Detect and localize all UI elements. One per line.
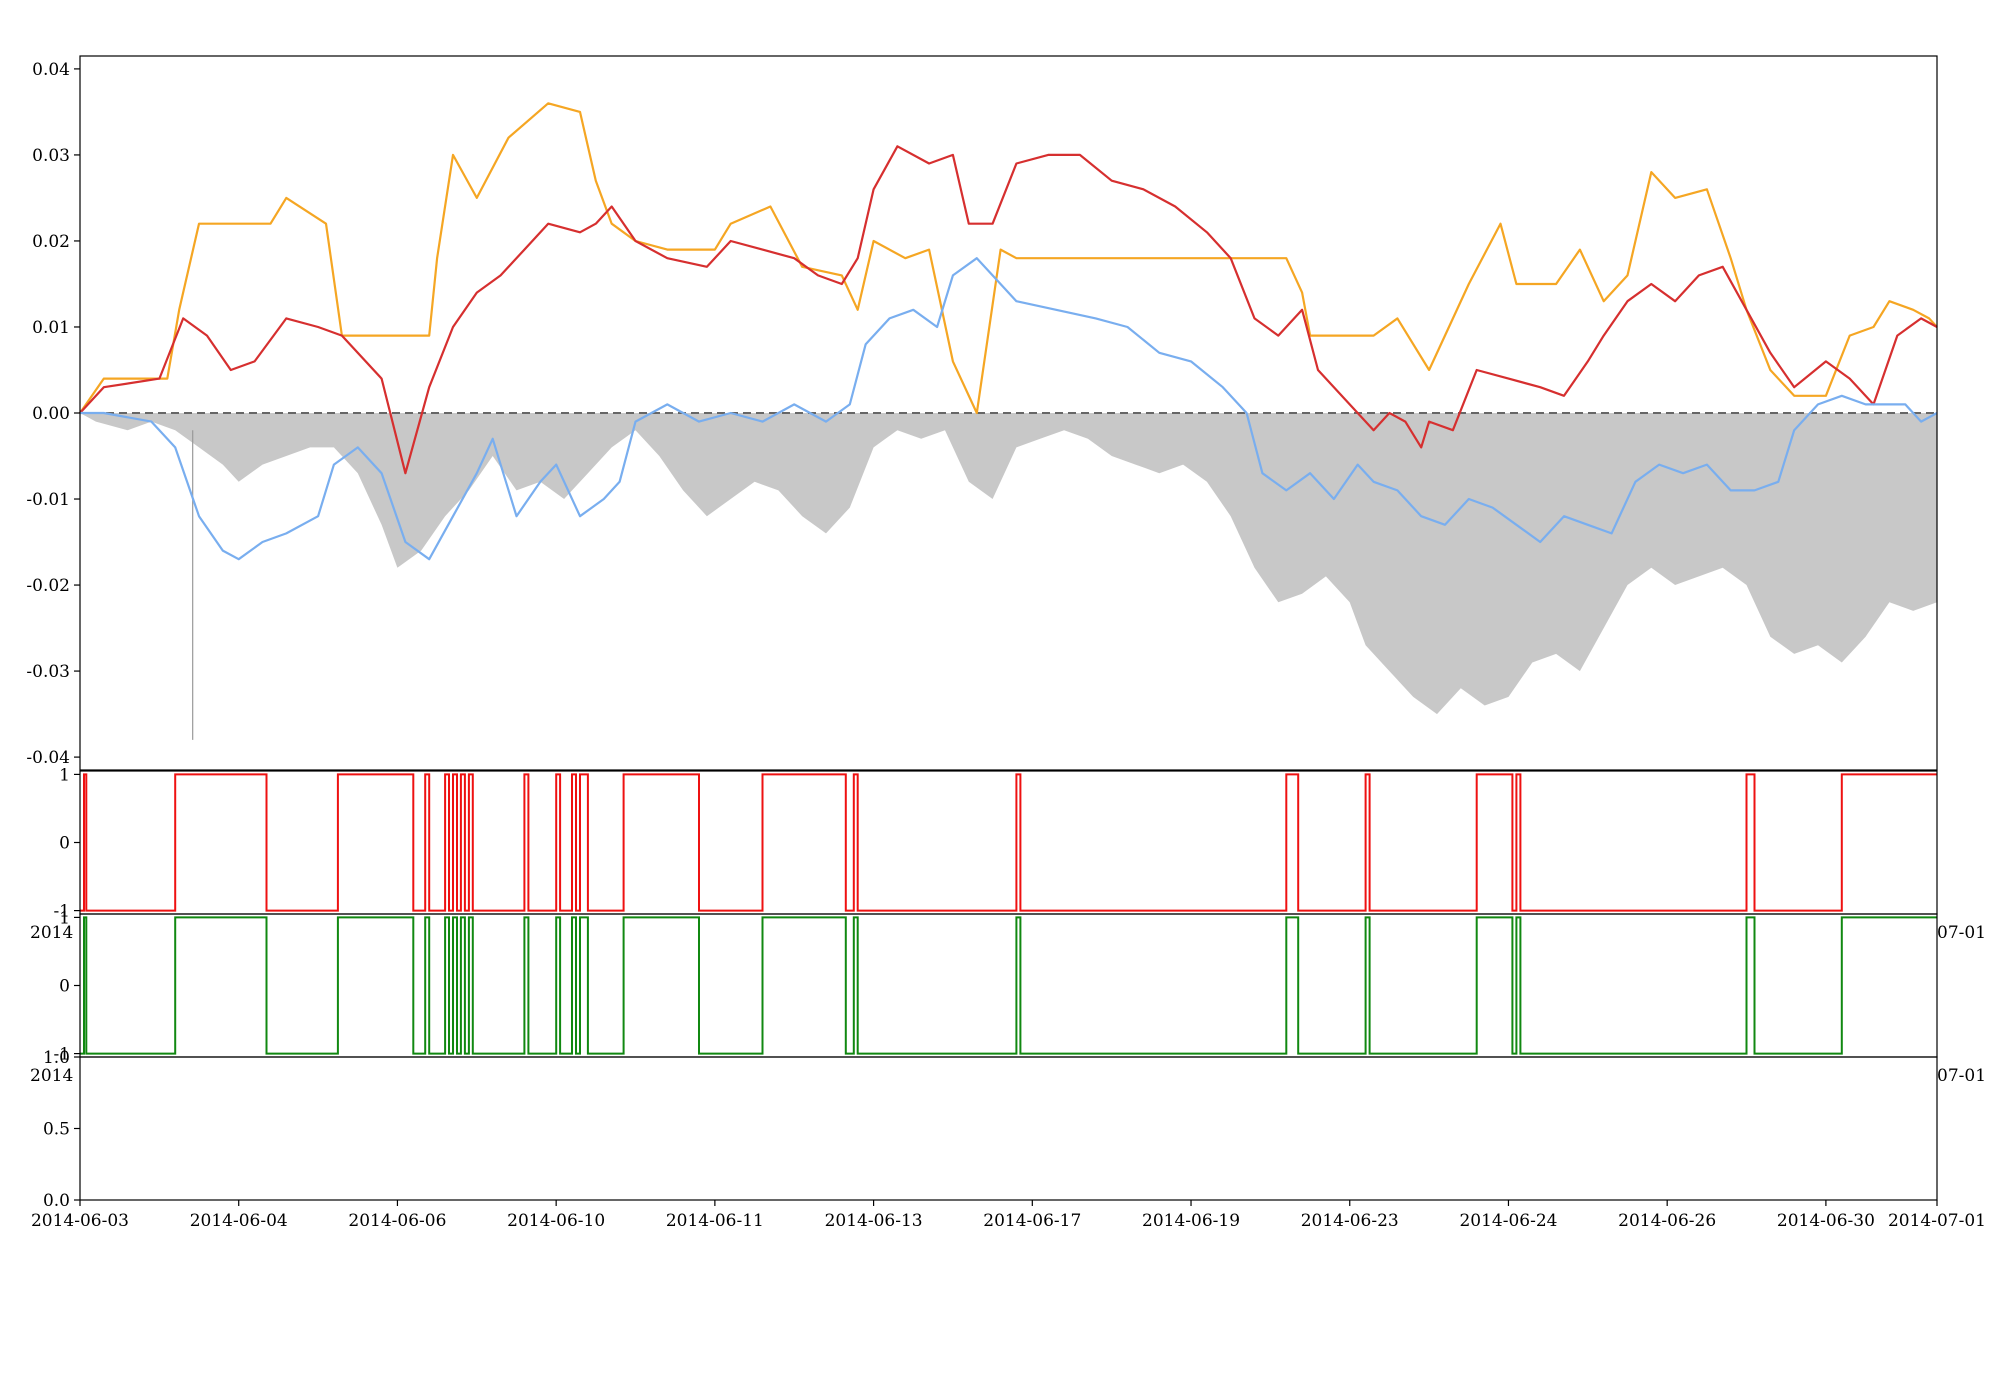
x-tick-label: 2014-06-17	[983, 1211, 1081, 1231]
x-tick-label: 2014-06-04	[190, 1211, 288, 1231]
x-tick-label: 2014-06-06	[348, 1211, 446, 1231]
drawdown-area	[80, 413, 1937, 715]
series-line-3	[80, 257, 1938, 561]
series-line-1	[79, 102, 1938, 415]
y-tick-label: 0.02	[32, 232, 70, 252]
empty-panel: 1.0 0.5 0.0 2014 07-01	[30, 1048, 1986, 1211]
y-tick-label: 0.00	[32, 404, 70, 424]
x-tick-label: 2014-07-01	[1888, 1211, 1986, 1231]
empty-panel-frame	[79, 1056, 1938, 1201]
y-tick-label: 1	[59, 765, 70, 785]
y-tick-label: -0.03	[26, 662, 70, 682]
y-tick-label: 0.0	[43, 1191, 70, 1211]
y-tick-label: 0.03	[32, 146, 70, 166]
y-tick-label: -1	[53, 902, 70, 922]
y-tick-label: -1	[53, 1045, 70, 1065]
y-tick-label: -0.01	[26, 490, 70, 510]
x-tick-label: 2014-06-30	[1777, 1211, 1875, 1231]
x-tick-label: 2014-06-24	[1459, 1211, 1557, 1231]
signal-step-line-2	[80, 916, 1937, 1055]
x-tick-label: 2014-06-10	[507, 1211, 605, 1231]
y-tick-label: 0.5	[43, 1120, 70, 1140]
y-tick-label: 1.0	[43, 1048, 70, 1068]
y-tick-label: 0.04	[32, 60, 70, 80]
clipped-x-label-left-2: 2014	[30, 1066, 73, 1086]
x-tick-label: 2014-06-19	[1142, 1211, 1240, 1231]
y-tick-label: 1	[59, 908, 70, 928]
y-tick-label: 0.01	[32, 318, 70, 338]
signal-green-panel-frame	[79, 913, 1938, 1058]
y-tick-label: -0.02	[26, 576, 70, 596]
returns-panel: 0.04 0.03 0.02 0.01 0.00 -0.01 -0.02 -0.03 -0.04	[26, 55, 1938, 771]
x-tick-label: 2014-06-03	[31, 1211, 129, 1231]
series-line-2	[79, 145, 1938, 475]
y-tick-label: 0	[59, 834, 70, 854]
x-tick-label: 2014-06-26	[1618, 1211, 1716, 1231]
clipped-x-label-right: 07-01	[1937, 923, 1986, 943]
x-tick-label: 2014-06-11	[666, 1211, 764, 1231]
clipped-x-label-right-2: 07-01	[1937, 1066, 1986, 1086]
signal-red-panel-frame	[79, 770, 1938, 915]
y-tick-label: -0.04	[26, 748, 70, 768]
signal-step-line-1	[80, 773, 1937, 912]
signal-green-panel: 1 0 -1 2014 07-01	[30, 908, 1986, 1064]
signal-red-panel: 1 0 -1	[53, 765, 1938, 922]
x-axis: 2014-06-03 2014-06-04 2014-06-06 2014-06-10…	[31, 1200, 1986, 1231]
y-tick-label: 0	[59, 977, 70, 997]
clipped-x-label-left: 2014	[30, 923, 73, 943]
x-tick-label: 2014-06-13	[825, 1211, 923, 1231]
x-tick-label: 2014-06-23	[1301, 1211, 1399, 1231]
